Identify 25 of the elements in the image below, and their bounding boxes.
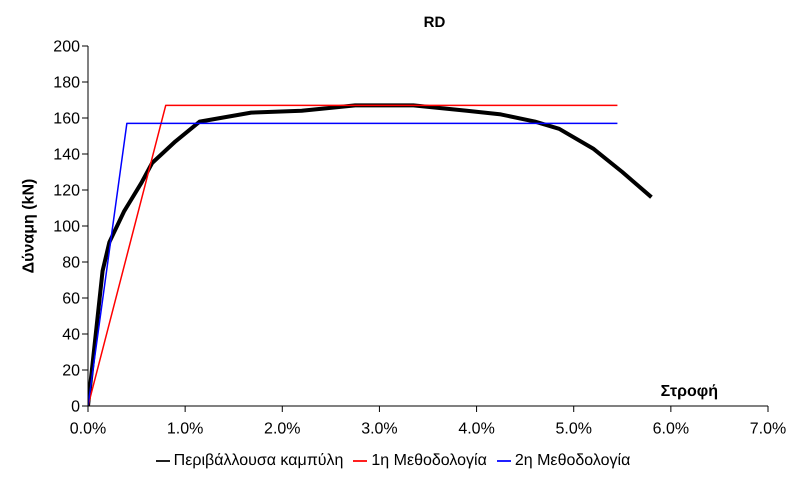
legend-label: Περιβάλλουσα καμπύλη [174,452,344,469]
y-tick-label: 40 [62,326,80,344]
x-axis-title: Στροφή [660,383,718,400]
y-tick-label: 120 [53,182,80,200]
x-tick-label: 7.0% [750,420,786,438]
chart-title: RD [422,14,446,31]
legend-label: 2η Μεθοδολογία [514,452,630,469]
y-tick-label: 140 [53,146,80,164]
x-tick-label: 1.0% [166,420,204,438]
x-tick-label: 2.0% [264,420,301,438]
legend-label: 1η Μεθοδολογία [371,452,487,469]
y-tick-label: 160 [53,110,80,128]
y-axis-title: Δύναμη (kN) [20,178,38,274]
y-tick-label: 180 [53,74,80,92]
y-tick-label: 100 [53,218,80,236]
y-tick-label: 20 [62,362,80,380]
x-tick-label: 5.0% [555,420,592,438]
x-tick-label: 3.0% [361,420,398,438]
y-tick-label: 0 [71,398,80,416]
y-tick-label: 60 [62,290,80,308]
x-tick-label: 6.0% [652,420,690,438]
y-tick-label: 200 [53,38,80,56]
y-tick-label: 80 [62,254,80,272]
x-tick-label: 4.0% [458,420,495,438]
x-tick-label: 0.0% [70,420,106,438]
